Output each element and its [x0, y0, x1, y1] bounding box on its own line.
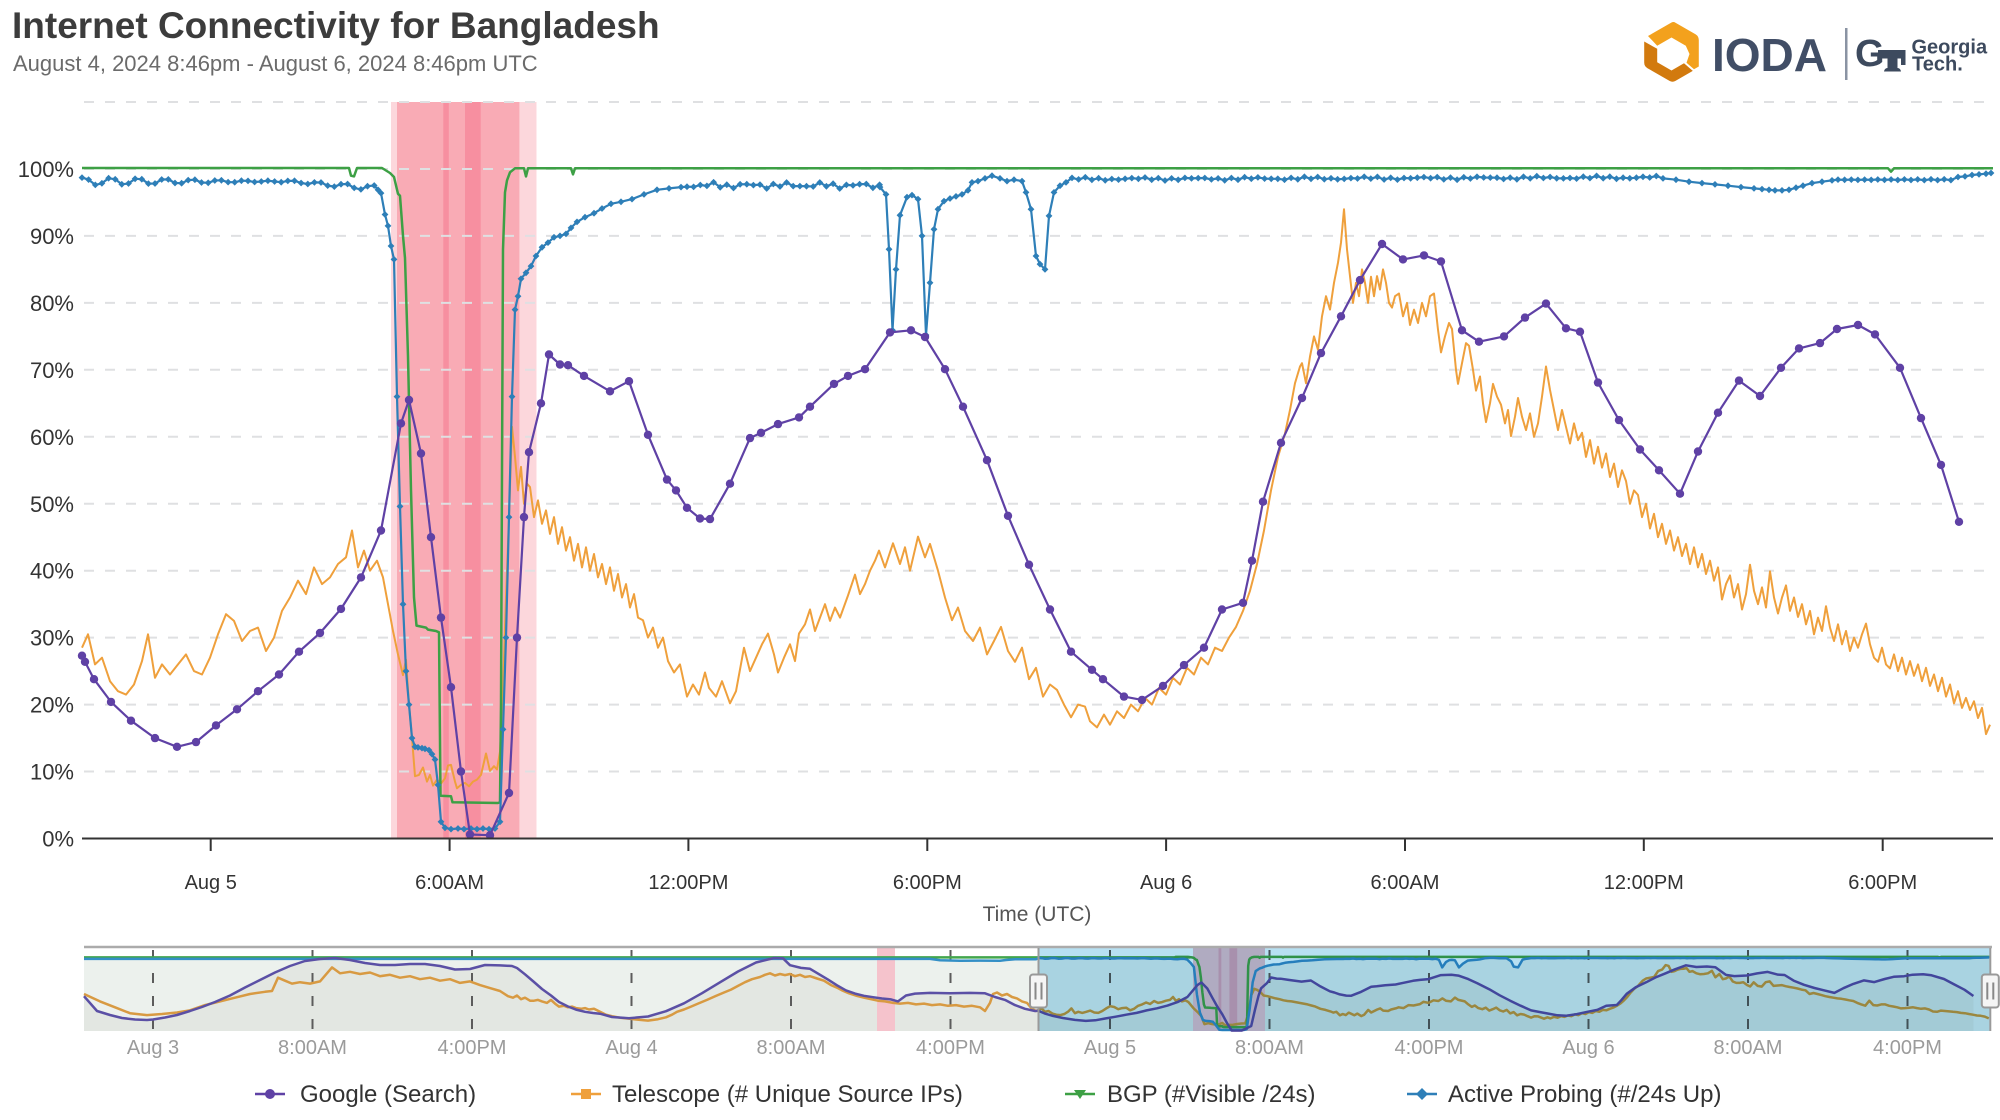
- svg-text:Aug 5: Aug 5: [185, 872, 237, 894]
- svg-text:4:00PM: 4:00PM: [916, 1037, 985, 1059]
- svg-text:Aug 6: Aug 6: [1562, 1037, 1614, 1059]
- svg-text:100%: 100%: [18, 157, 74, 182]
- svg-text:Tech.: Tech.: [1912, 54, 1963, 76]
- svg-text:12:00PM: 12:00PM: [648, 872, 728, 894]
- svg-text:Google (Search): Google (Search): [300, 1081, 476, 1108]
- svg-text:60%: 60%: [30, 425, 74, 450]
- svg-text:10%: 10%: [30, 760, 74, 785]
- svg-text:BGP (#Visible /24s): BGP (#Visible /24s): [1107, 1081, 1316, 1108]
- svg-text:August 4, 2024 8:46pm - August: August 4, 2024 8:46pm - August 6, 2024 8…: [13, 51, 538, 76]
- svg-text:8:00AM: 8:00AM: [1714, 1037, 1783, 1059]
- svg-text:Aug 6: Aug 6: [1140, 872, 1192, 894]
- svg-text:8:00AM: 8:00AM: [1235, 1037, 1304, 1059]
- svg-text:6:00AM: 6:00AM: [1371, 872, 1440, 894]
- svg-text:Internet Connectivity for Bang: Internet Connectivity for Bangladesh: [12, 5, 660, 46]
- svg-text:8:00AM: 8:00AM: [278, 1037, 347, 1059]
- svg-text:0%: 0%: [42, 827, 74, 852]
- svg-text:Aug 5: Aug 5: [1084, 1037, 1136, 1059]
- svg-text:Georgia: Georgia: [1912, 37, 1988, 59]
- svg-text:4:00PM: 4:00PM: [1395, 1037, 1464, 1059]
- svg-text:6:00PM: 6:00PM: [893, 872, 962, 894]
- svg-text:Telescope (# Unique Source IPs: Telescope (# Unique Source IPs): [612, 1081, 963, 1108]
- svg-text:8:00AM: 8:00AM: [757, 1037, 826, 1059]
- svg-text:20%: 20%: [30, 693, 74, 718]
- svg-text:Active Probing (#/24s Up): Active Probing (#/24s Up): [1448, 1081, 1721, 1108]
- svg-text:30%: 30%: [30, 626, 74, 651]
- svg-text:4:00PM: 4:00PM: [438, 1037, 507, 1059]
- svg-text:IODA: IODA: [1712, 29, 1827, 81]
- svg-text:Aug 3: Aug 3: [127, 1037, 179, 1059]
- svg-text:40%: 40%: [30, 559, 74, 584]
- svg-text:90%: 90%: [30, 224, 74, 249]
- svg-text:4:00PM: 4:00PM: [1873, 1037, 1942, 1059]
- svg-text:Time (UTC): Time (UTC): [983, 903, 1092, 926]
- svg-text:80%: 80%: [30, 291, 74, 316]
- svg-text:Aug 4: Aug 4: [605, 1037, 657, 1059]
- svg-text:6:00PM: 6:00PM: [1848, 872, 1917, 894]
- svg-text:70%: 70%: [30, 358, 74, 383]
- svg-text:6:00AM: 6:00AM: [415, 872, 484, 894]
- svg-text:12:00PM: 12:00PM: [1604, 872, 1684, 894]
- svg-text:50%: 50%: [30, 492, 74, 517]
